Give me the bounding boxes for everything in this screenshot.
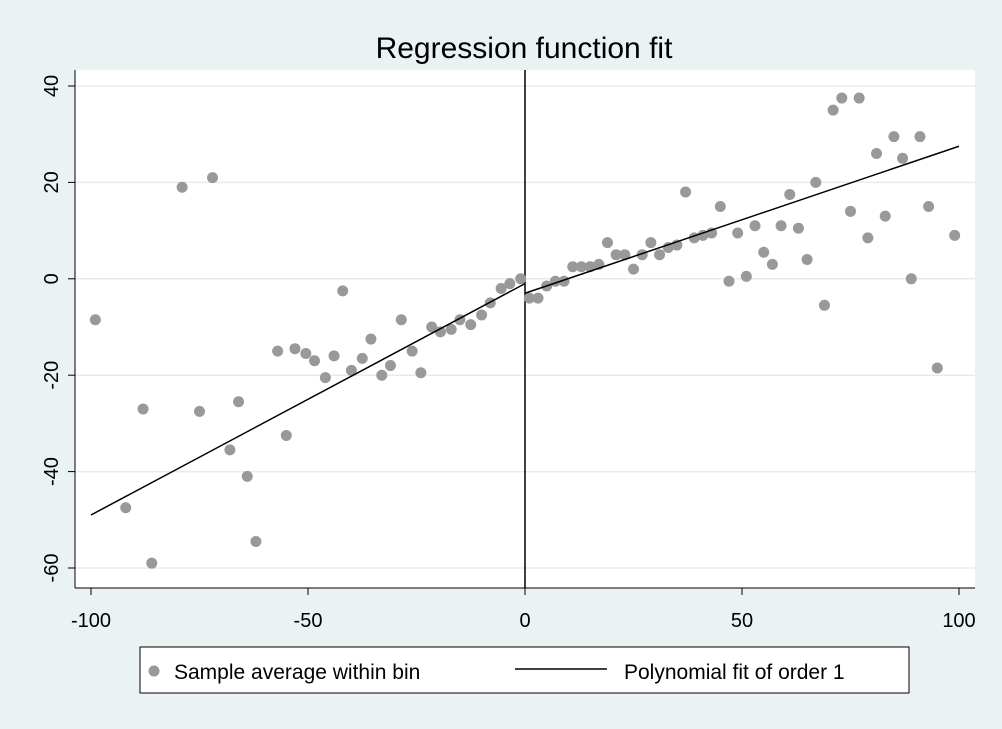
data-point-5 — [194, 405, 205, 417]
data-point-55 — [680, 186, 692, 198]
data-point-47 — [610, 249, 622, 261]
data-point-71 — [818, 299, 830, 311]
data-point-32 — [476, 309, 488, 321]
data-point-12 — [280, 429, 292, 441]
y-tick-label-20: 20 — [41, 171, 63, 193]
fit-lines — [90, 145, 960, 516]
data-point-7 — [224, 444, 236, 456]
y-tick-label-40: 40 — [41, 75, 63, 97]
data-point-74 — [845, 205, 856, 217]
data-point-6 — [207, 172, 219, 184]
data-point-18 — [337, 285, 349, 297]
data-point-59 — [714, 201, 726, 212]
legend-label-sample-average: Sample average within bin — [174, 661, 420, 684]
data-point-66 — [775, 220, 787, 232]
data-point-4 — [176, 181, 188, 193]
data-point-65 — [766, 258, 778, 270]
data-point-0 — [89, 314, 101, 326]
fit-line-left — [90, 282, 526, 516]
data-point-20 — [356, 352, 368, 364]
data-point-19 — [345, 364, 357, 376]
data-point-76 — [862, 232, 874, 244]
x-tick-label-0: 0 — [519, 610, 530, 632]
data-point-77 — [871, 147, 883, 159]
chart-title: Regression function fit — [376, 32, 673, 65]
data-point-49 — [628, 263, 639, 275]
data-point-14 — [300, 348, 312, 360]
data-point-79 — [888, 131, 900, 143]
x-tick-label-neg50: -50 — [294, 610, 323, 632]
data-point-22 — [376, 369, 388, 381]
data-point-78 — [879, 210, 891, 222]
y-tick-label-neg20: -20 — [41, 361, 63, 390]
data-point-72 — [827, 104, 839, 116]
data-point-83 — [923, 201, 935, 212]
data-point-17 — [328, 350, 340, 362]
data-point-13 — [289, 343, 301, 355]
axes: -60 -40 -20 0 20 40 -100 -50 0 50 100 — [41, 70, 976, 632]
data-point-70 — [810, 176, 822, 188]
data-point-42 — [567, 261, 579, 273]
data-point-46 — [601, 237, 613, 249]
data-point-28 — [434, 326, 446, 338]
x-tick-label-50: 50 — [731, 610, 753, 632]
data-point-51 — [645, 237, 657, 249]
legend: Sample average within bin Polynomial fit… — [139, 646, 910, 694]
data-point-9 — [241, 470, 253, 482]
y-tick-label-neg40: -40 — [41, 457, 63, 486]
data-point-23 — [384, 360, 396, 372]
data-point-38 — [532, 292, 544, 304]
data-point-68 — [792, 222, 804, 234]
data-point-21 — [365, 333, 377, 345]
data-point-73 — [836, 92, 848, 104]
data-point-31 — [465, 319, 477, 331]
data-point-36 — [515, 273, 527, 285]
data-point-69 — [801, 254, 813, 266]
data-point-80 — [897, 152, 909, 164]
data-point-15 — [309, 355, 321, 367]
legend-box — [139, 646, 910, 694]
data-point-52 — [654, 249, 666, 261]
data-point-67 — [784, 188, 796, 200]
data-point-2 — [137, 403, 149, 415]
data-point-11 — [272, 345, 284, 357]
data-point-24 — [395, 314, 407, 326]
data-point-16 — [319, 372, 331, 384]
data-point-61 — [732, 227, 744, 239]
data-point-62 — [740, 270, 752, 282]
data-point-48 — [619, 249, 631, 261]
legend-marker-sample-average — [148, 665, 160, 677]
data-point-29 — [445, 323, 457, 335]
fit-line-right — [524, 145, 960, 294]
data-point-60 — [723, 275, 735, 287]
data-point-85 — [949, 229, 961, 241]
data-point-84 — [931, 362, 943, 374]
data-point-37 — [523, 292, 535, 304]
data-point-34 — [495, 282, 507, 294]
data-point-75 — [853, 92, 865, 104]
data-point-3 — [146, 557, 158, 569]
y-tick-label-0: 0 — [41, 273, 63, 284]
y-tick-label-neg60: -60 — [41, 554, 63, 583]
legend-label-polynomial-fit: Polynomial fit of order 1 — [624, 661, 845, 684]
x-tick-label-neg100: -100 — [71, 610, 111, 632]
data-point-25 — [406, 345, 418, 357]
data-point-81 — [905, 273, 917, 285]
data-point-10 — [250, 535, 262, 547]
data-point-64 — [758, 246, 770, 258]
data-point-27 — [426, 321, 438, 333]
data-point-35 — [504, 278, 516, 290]
data-point-63 — [749, 220, 761, 232]
data-point-43 — [575, 261, 587, 273]
x-tick-label-100: 100 — [942, 610, 975, 632]
data-point-53 — [662, 241, 674, 253]
scatter-points — [89, 92, 961, 569]
data-point-8 — [233, 396, 245, 408]
data-point-26 — [415, 367, 427, 379]
data-point-1 — [120, 502, 132, 514]
data-point-82 — [914, 131, 926, 143]
